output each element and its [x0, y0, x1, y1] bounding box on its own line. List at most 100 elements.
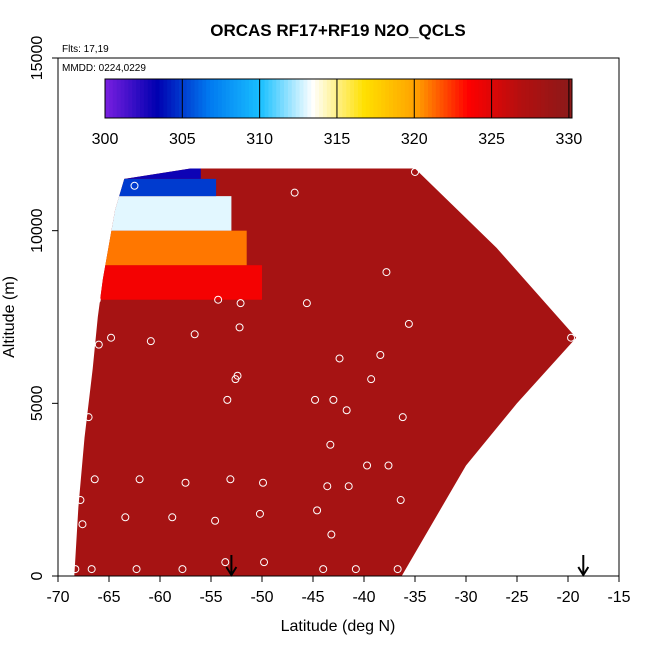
colorbar-tick-label: 320 [401, 131, 428, 148]
colorbar-cell [311, 79, 316, 118]
sample-point [231, 375, 240, 384]
colorbar-cell [509, 79, 515, 118]
colorbar-cell [556, 79, 561, 118]
x-axis: -70 -65 -60 -55 -50 -45 -40 -35 -30 -25 -20 -15 [46, 576, 631, 606]
y-axis: 0 5000 10000 15000 [29, 36, 58, 580]
colorbar-cell [548, 79, 554, 118]
colorbar-cell [420, 79, 425, 118]
colorbar-cell [319, 79, 324, 118]
colorbar-cell [544, 79, 550, 118]
x-tick-label: -30 [454, 589, 477, 606]
colorbar-cell [482, 79, 487, 118]
x-tick-label: -35 [403, 589, 426, 606]
colorbar-cell [346, 79, 351, 118]
sample-point [342, 406, 351, 415]
colorbar-cell [175, 79, 180, 118]
colorbar-cell [245, 79, 250, 118]
colorbar-cell [303, 79, 308, 118]
plot-frame [57, 57, 620, 577]
sample-point [90, 475, 99, 484]
colorbar-cell [428, 79, 433, 118]
sample-point [290, 188, 299, 197]
sample-point [71, 565, 80, 574]
colorbar-cell [159, 79, 164, 118]
sample-point [135, 475, 144, 484]
colorbar-cell [478, 79, 483, 118]
colorbar-tick-label: 300 [92, 131, 119, 148]
colorbar-cell [463, 79, 468, 118]
colorbar-cell [182, 79, 188, 118]
colorbar-cell [350, 79, 355, 118]
sample-point [384, 461, 393, 470]
colorbar-tick-label: 305 [169, 131, 196, 148]
colorbar-cell [474, 79, 480, 118]
sample-point [335, 354, 344, 363]
colorbar-cell [533, 79, 538, 118]
colorbar-cell [268, 79, 273, 118]
colorbar-tick-label: 330 [556, 131, 583, 148]
colorbar-tick-label: 310 [246, 131, 273, 148]
colorbar-cell [198, 79, 203, 118]
colorbar-cell [424, 79, 429, 118]
x-tick-label: -70 [46, 589, 69, 606]
flights-note: Flts: 17,19 [62, 44, 109, 55]
colorbar-cell [404, 79, 410, 118]
colorbar-cell [116, 79, 122, 118]
sample-points [71, 167, 576, 574]
sample-point [398, 413, 407, 422]
colorbar-cell [186, 79, 192, 118]
colorbar-cell [385, 79, 390, 118]
colorbar-cell [202, 79, 207, 118]
latitude-markers [225, 555, 590, 577]
sample-point [326, 440, 335, 449]
colorbar-cell [287, 79, 293, 118]
colorbar-cell [439, 79, 445, 118]
x-axis-title: Latitude (deg N) [281, 618, 396, 635]
sample-point [367, 375, 376, 384]
colorbar-cell [120, 79, 125, 118]
sample-point [255, 509, 264, 518]
colorbar-cell [167, 79, 172, 118]
sample-point [313, 506, 322, 515]
x-tick-label: -65 [97, 589, 120, 606]
colorbar-cell [389, 79, 394, 118]
sample-point [311, 395, 320, 404]
colorbar-cell [498, 79, 503, 118]
colorbar-cell [470, 79, 476, 118]
colorbar-cell [381, 79, 386, 118]
colorbar-cell [295, 79, 301, 118]
x-tick-label: -60 [148, 589, 171, 606]
sample-point [260, 558, 269, 567]
colorbar-cell [560, 79, 565, 118]
sample-point [221, 558, 230, 567]
sample-point [214, 295, 223, 304]
sample-point [78, 520, 87, 529]
field-band [74, 265, 262, 300]
colorbar-cell [272, 79, 277, 118]
colorbar-cell [377, 79, 382, 118]
y-tick-label: 10000 [29, 208, 46, 253]
x-tick-label: -15 [607, 589, 630, 606]
colorbar-cell [369, 79, 375, 118]
colorbar-cell [513, 79, 519, 118]
sample-point [130, 181, 139, 190]
sample-point [226, 475, 235, 484]
colorbar-cell [248, 79, 254, 118]
sample-point [132, 565, 141, 574]
sample-point [76, 496, 85, 505]
sample-point [327, 530, 336, 539]
colorbar-cell [525, 79, 530, 118]
colorbar-cell [155, 79, 160, 118]
colorbar-cell [171, 79, 176, 118]
colorbar-tick-label: 315 [324, 131, 351, 148]
sample-point [323, 482, 332, 491]
x-tick-label: -50 [250, 589, 273, 606]
colorbar-cell [338, 79, 343, 118]
colorbar-cell [124, 79, 129, 118]
field-band [74, 196, 232, 231]
colorbar-cell [568, 79, 573, 118]
sample-point [302, 299, 311, 308]
sample-point [223, 395, 232, 404]
colorbar-cell [105, 79, 110, 118]
colorbar-cell [400, 79, 406, 118]
